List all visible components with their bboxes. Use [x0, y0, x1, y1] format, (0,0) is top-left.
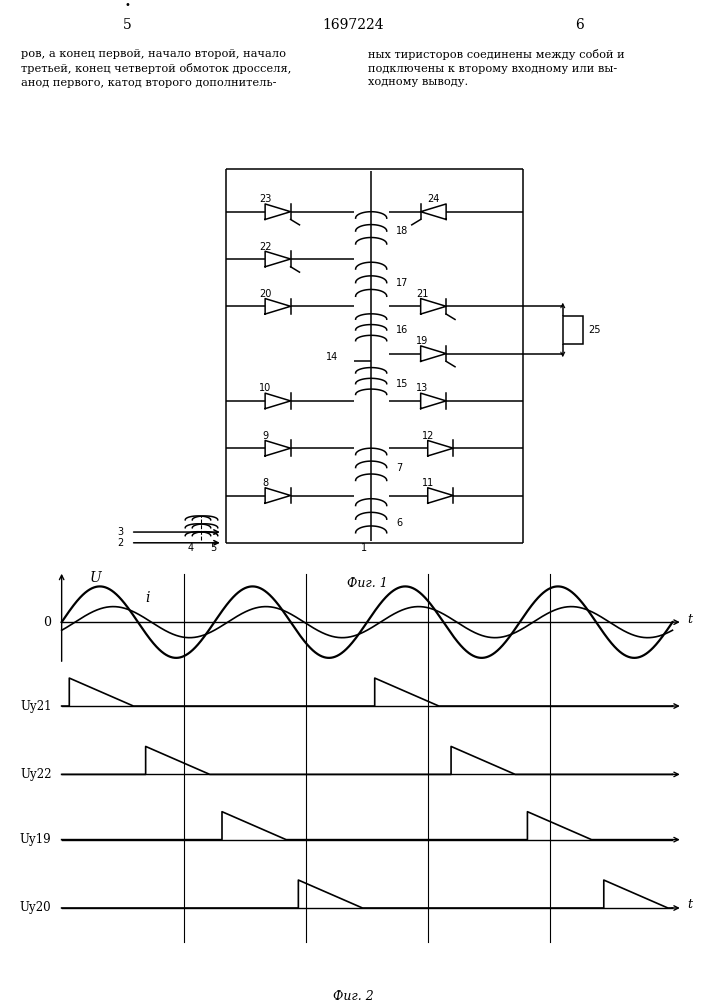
Text: ных тиристоров соединены между собой и
подключены к второму входному или вы-
ход: ных тиристоров соединены между собой и п… [368, 49, 624, 87]
Text: t: t [687, 898, 692, 911]
Text: 12: 12 [421, 431, 434, 441]
Text: t: t [687, 613, 692, 626]
Text: 19: 19 [416, 336, 428, 346]
Text: 13: 13 [416, 383, 428, 393]
Text: 25: 25 [588, 325, 601, 335]
Text: Uу22: Uу22 [20, 768, 52, 781]
Text: 4: 4 [188, 543, 194, 553]
Text: 7: 7 [396, 463, 402, 473]
Text: Uу19: Uу19 [20, 833, 52, 846]
Text: Uу21: Uу21 [20, 700, 52, 713]
Text: i: i [145, 591, 149, 605]
Text: 15: 15 [396, 379, 409, 389]
Text: Фиг. 2: Фиг. 2 [333, 990, 374, 1000]
Text: U: U [89, 571, 101, 585]
Text: 24: 24 [427, 194, 440, 204]
Text: 22: 22 [259, 242, 271, 252]
Text: 5: 5 [123, 18, 132, 32]
Text: 21: 21 [416, 289, 428, 299]
Text: •: • [124, 0, 130, 10]
Text: 9: 9 [262, 431, 268, 441]
Text: 20: 20 [259, 289, 271, 299]
Text: 1: 1 [361, 543, 367, 553]
Text: 11: 11 [421, 478, 434, 488]
Text: 6: 6 [575, 18, 584, 32]
Text: ров, а конец первой, начало второй, начало
третьей, конец четвертой обмоток дрос: ров, а конец первой, начало второй, нача… [21, 49, 291, 88]
Text: 2: 2 [117, 538, 124, 548]
Text: Uу20: Uу20 [20, 902, 52, 914]
Text: 16: 16 [396, 325, 408, 335]
Text: 5: 5 [211, 543, 216, 553]
Text: 6: 6 [396, 518, 402, 528]
Text: 10: 10 [259, 383, 271, 393]
Text: 3: 3 [117, 527, 124, 537]
Text: Фиг. 1: Фиг. 1 [347, 577, 388, 590]
Text: 8: 8 [262, 478, 268, 488]
Text: 0: 0 [43, 616, 52, 629]
Text: 1697224: 1697224 [322, 18, 385, 32]
Text: 14: 14 [326, 352, 339, 362]
Text: 17: 17 [396, 278, 409, 288]
Text: 18: 18 [396, 226, 408, 236]
Text: 23: 23 [259, 194, 271, 204]
Bar [563, 316, 583, 344]
